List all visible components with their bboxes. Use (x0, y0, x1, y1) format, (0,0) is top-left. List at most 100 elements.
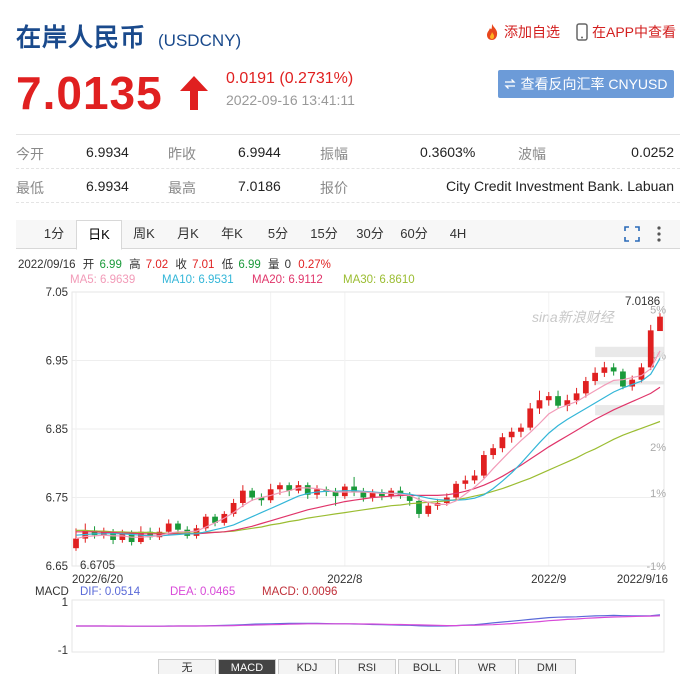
candle-body (369, 492, 376, 498)
macd-title: MACD (35, 586, 69, 598)
page-header: 在岸人民币 (USDCNY) (16, 18, 241, 52)
info-low-label: 低 (222, 258, 234, 271)
indicator-tab-dmi[interactable]: DMI (518, 659, 576, 674)
candle-body (573, 393, 580, 401)
tab-daily-k[interactable]: 日K (76, 220, 122, 250)
period-tabs: 1分 日K 周K 月K 年K 5分 15分 30分 60分 4H (16, 220, 680, 250)
candle-body (536, 400, 543, 409)
candle-body (286, 485, 293, 491)
indicator-tab-boll[interactable]: BOLL (398, 659, 456, 674)
candle-body (360, 492, 367, 498)
macd-dea-line (76, 615, 661, 627)
candle-body (277, 485, 283, 490)
indicator-tab-rsi[interactable]: RSI (338, 659, 396, 674)
reverse-rate-button[interactable]: 查看反向汇率 CNYUSD (498, 70, 674, 98)
up-arrow-icon (180, 76, 208, 110)
info-date: 2022/09/16 (18, 259, 76, 271)
y-tick-label: 7.05 (46, 287, 68, 299)
flame-icon (486, 24, 498, 40)
candle-body (147, 531, 154, 538)
add-watchlist-button[interactable]: 添加自选 (484, 22, 560, 42)
stats-table: 今开 6.9934 昨收 6.9944 振幅 0.3603% 波幅 0.0252… (16, 134, 680, 203)
macd-value: MACD: 0.0096 (262, 586, 337, 598)
candle-body (582, 381, 589, 394)
phone-icon (576, 23, 588, 41)
fullscreen-icon[interactable] (624, 226, 640, 242)
candle-body (202, 516, 209, 529)
macd-dif: DIF: 0.0514 (80, 586, 141, 598)
info-low: 6.99 (238, 259, 260, 271)
stat-label: 今开 (16, 146, 44, 162)
stat-label: 最低 (16, 180, 44, 196)
candle-body (638, 367, 645, 380)
legend-ma10: MA10: 6.9531 (162, 274, 234, 286)
stat-value: 0.3603% (420, 144, 476, 160)
add-watchlist-label: 添加自选 (503, 24, 560, 40)
tab-monthly-k[interactable]: 月K (177, 226, 199, 241)
view-in-app-button[interactable]: 在APP中查看 (576, 22, 676, 42)
tab-5min[interactable]: 5分 (267, 226, 289, 241)
candle-body (564, 400, 571, 406)
kline-chart[interactable]: 2022/09/16 开 6.99 高 7.02 收 7.01 低 6.99 量… (0, 250, 696, 660)
candle-body (416, 500, 422, 514)
stat-label: 波幅 (518, 146, 546, 162)
candle-body (453, 483, 459, 498)
candle-body (657, 316, 663, 332)
more-options-icon[interactable] (656, 225, 662, 243)
y-tick-label: 6.85 (46, 424, 68, 436)
candle-body (91, 530, 98, 536)
indicator-tab-macd[interactable]: MACD (218, 659, 276, 674)
candle-body (555, 396, 561, 406)
info-vol: 0 (285, 259, 291, 271)
stat-value: 6.9944 (238, 144, 281, 160)
y-tick-label: 6.65 (46, 561, 68, 573)
stat-label: 报价 (320, 180, 348, 196)
tab-1min[interactable]: 1分 (43, 226, 65, 241)
moving-averages (75, 350, 661, 540)
header-actions: 添加自选 在APP中查看 (484, 22, 676, 42)
stat-value: 7.0186 (238, 178, 281, 194)
info-open-label: 开 (83, 259, 95, 271)
candle-body (647, 330, 654, 368)
candle-body (73, 538, 79, 549)
indicator-tab-none[interactable]: 无 (158, 659, 216, 674)
candle-body (165, 523, 172, 532)
info-high: 7.02 (146, 259, 168, 271)
candle-body (212, 516, 218, 523)
plot-frame (71, 291, 665, 567)
candle-body (323, 489, 330, 493)
info-close: 7.01 (192, 259, 214, 271)
candle-body (508, 431, 515, 438)
candle-body (406, 496, 413, 501)
ma10-line (75, 358, 661, 537)
candle-body (610, 367, 617, 372)
x-axis-label: 2022/9/16 (617, 574, 668, 586)
y-axis-ticks: 7.05 6.95 6.85 6.75 6.65 (46, 287, 68, 573)
pct-tick-label: 5% (650, 304, 666, 316)
tab-60min[interactable]: 60分 (400, 226, 428, 241)
legend-ma5: MA5: 6.9639 (70, 274, 135, 286)
candle-body (518, 427, 524, 432)
pct-tick-label: 2% (650, 442, 666, 454)
info-high-label: 高 (129, 257, 141, 271)
indicator-tab-wr[interactable]: WR (458, 659, 516, 674)
quote-time: 2022-09-16 13:41:11 (226, 92, 355, 108)
indicator-tab-kdj[interactable]: KDJ (278, 659, 336, 674)
x-axis-label: 2022/6/20 (72, 574, 123, 586)
candle-body (249, 490, 256, 498)
x-axis-label: 2022/8 (327, 574, 362, 586)
stats-row: 最低 6.9934 最高 7.0186 报价 City Credit Inves… (16, 169, 680, 203)
tab-weekly-k[interactable]: 周K (133, 226, 155, 241)
candle-body (341, 486, 348, 497)
svg-text:2022/09/16 开 6.99: 2022/09/16 开 6.99 高 7.02 收 7.01 低 6.99 量… (18, 257, 331, 271)
tab-yearly-k[interactable]: 年K (221, 226, 243, 241)
candle-body (471, 475, 478, 481)
candle-body (462, 480, 469, 484)
tab-4h[interactable]: 4H (449, 226, 467, 241)
tab-15min[interactable]: 15分 (310, 226, 338, 241)
stats-row: 今开 6.9934 昨收 6.9944 振幅 0.3603% 波幅 0.0252 (16, 135, 680, 169)
stat-label: 最高 (168, 180, 196, 196)
tab-30min[interactable]: 30分 (356, 226, 384, 241)
y-tick-label: 6.75 (46, 493, 68, 505)
legend-ma20: MA20: 6.9112 (252, 274, 323, 286)
